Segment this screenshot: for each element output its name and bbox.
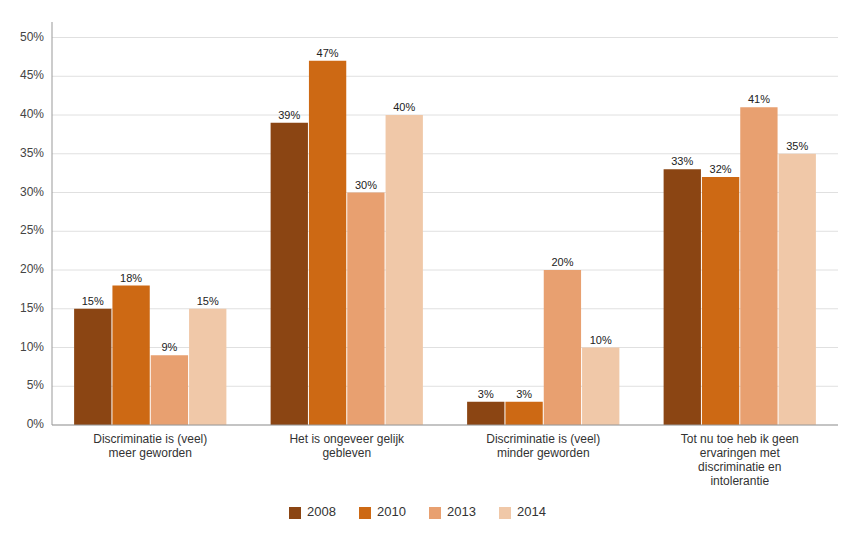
legend: 2008 2010 2013 2014	[289, 504, 546, 519]
bar	[271, 123, 308, 425]
bar	[582, 348, 619, 426]
data-label: 40%	[393, 101, 415, 113]
bar	[740, 107, 777, 425]
y-tick-label: 10%	[20, 340, 44, 354]
bar	[779, 154, 816, 425]
bar	[702, 177, 739, 425]
y-tick-label: 5%	[27, 378, 45, 392]
legend-swatch	[289, 507, 301, 519]
bar	[505, 402, 542, 425]
y-tick-label: 35%	[20, 146, 44, 160]
data-label: 32%	[710, 163, 732, 175]
data-label: 9%	[161, 341, 177, 353]
legend-label: 2008	[307, 504, 336, 519]
x-tick-label: Discriminatie is (veel)meer geworden	[93, 432, 207, 460]
x-tick-label-line: Het is ongeveer gelijk	[289, 432, 405, 446]
bar	[467, 402, 504, 425]
bar	[189, 309, 226, 425]
data-label: 3%	[478, 388, 494, 400]
bar	[74, 309, 111, 425]
x-tick-label-line: Discriminatie is (veel)	[93, 432, 207, 446]
y-tick-label: 45%	[20, 68, 44, 82]
data-label: 35%	[786, 140, 808, 152]
data-label: 15%	[197, 295, 219, 307]
data-label: 41%	[748, 93, 770, 105]
y-tick-label: 0%	[27, 417, 45, 431]
legend-label: 2013	[447, 504, 476, 519]
grid-line	[52, 37, 838, 38]
y-tick-label: 50%	[20, 30, 44, 44]
y-tick-label: 40%	[20, 107, 44, 121]
chart: 0% 5% 10% 15% 20% 25% 30% 35% 40% 45% 50% 15% 39% 3% 3…	[0, 0, 858, 537]
y-tick-label: 15%	[20, 301, 44, 315]
y-axis: 0% 5% 10% 15% 20% 25% 30% 35% 40% 45% 50%	[20, 30, 838, 432]
x-tick-label: Het is ongeveer gelijkgebleven	[289, 432, 405, 460]
bar	[112, 286, 149, 426]
y-axis-line	[52, 22, 53, 425]
legend-swatch	[499, 507, 511, 519]
x-tick-label-line: intolerantie	[710, 474, 769, 488]
legend-label: 2014	[517, 504, 546, 519]
y-tick-label: 25%	[20, 223, 44, 237]
data-label: 47%	[317, 47, 339, 59]
legend-swatch	[429, 507, 441, 519]
data-label: 10%	[590, 334, 612, 346]
x-tick-label: Discriminatie is (veel)minder geworden	[486, 432, 600, 460]
data-label: 20%	[551, 256, 573, 268]
bar	[347, 193, 384, 426]
x-tick-label-line: Discriminatie is (veel)	[486, 432, 600, 446]
bar	[386, 115, 423, 425]
data-label: 15%	[82, 295, 104, 307]
data-label: 30%	[355, 179, 377, 191]
data-label: 39%	[278, 109, 300, 121]
data-label: 18%	[120, 272, 142, 284]
x-axis: Discriminatie is (veel)meer gewordenHet …	[93, 432, 799, 488]
x-tick-label: Tot nu toe heb ik geenervaringen metdisc…	[681, 432, 799, 488]
data-labels: 15% 39% 3% 33% 18% 47% 3% 32% 9% 30% 20% 41% 15% 40% 1…	[82, 47, 809, 400]
legend-label: 2010	[377, 504, 406, 519]
y-tick-label: 20%	[20, 262, 44, 276]
y-tick-label: 30%	[20, 185, 44, 199]
grid-line	[52, 153, 838, 154]
x-tick-label-line: Tot nu toe heb ik geen	[681, 432, 799, 446]
data-label: 33%	[671, 155, 693, 167]
x-tick-label-line: gebleven	[322, 446, 371, 460]
legend-swatch	[359, 507, 371, 519]
bar	[151, 355, 188, 425]
grid-line	[52, 76, 838, 77]
x-tick-label-line: minder geworden	[497, 446, 590, 460]
x-tick-label-line: discriminatie en	[698, 460, 781, 474]
x-tick-label-line: ervaringen met	[700, 446, 781, 460]
bar	[544, 270, 581, 425]
data-label: 3%	[516, 388, 532, 400]
bar	[309, 61, 346, 425]
bars	[74, 61, 816, 425]
x-tick-label-line: meer geworden	[109, 446, 192, 460]
x-axis-line	[52, 425, 838, 426]
bar	[664, 169, 701, 425]
grid-line	[52, 115, 838, 116]
grid-line	[52, 425, 838, 426]
